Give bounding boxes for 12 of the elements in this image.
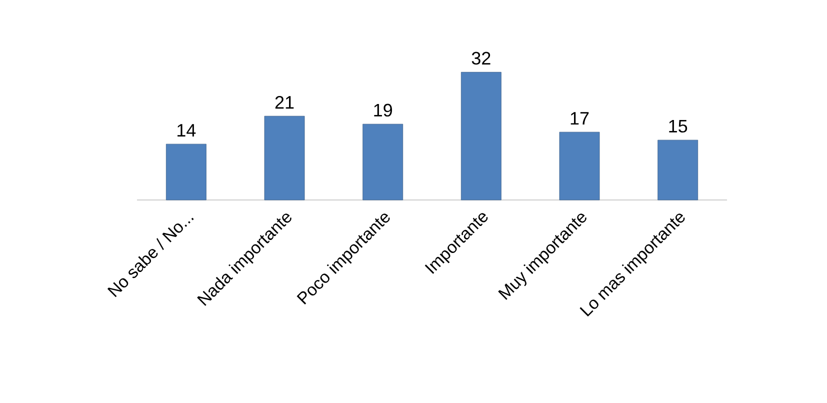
bar [362,124,404,200]
bar [264,116,305,200]
data-label: 19 [374,104,392,117]
bar [559,132,600,200]
bar [460,72,502,200]
data-label: 32 [472,52,490,65]
bar [166,144,206,200]
data-label: 14 [178,124,196,137]
bar [658,140,698,200]
data-label: 21 [275,96,294,109]
data-label: 17 [570,112,589,125]
data-label: 15 [669,120,688,133]
